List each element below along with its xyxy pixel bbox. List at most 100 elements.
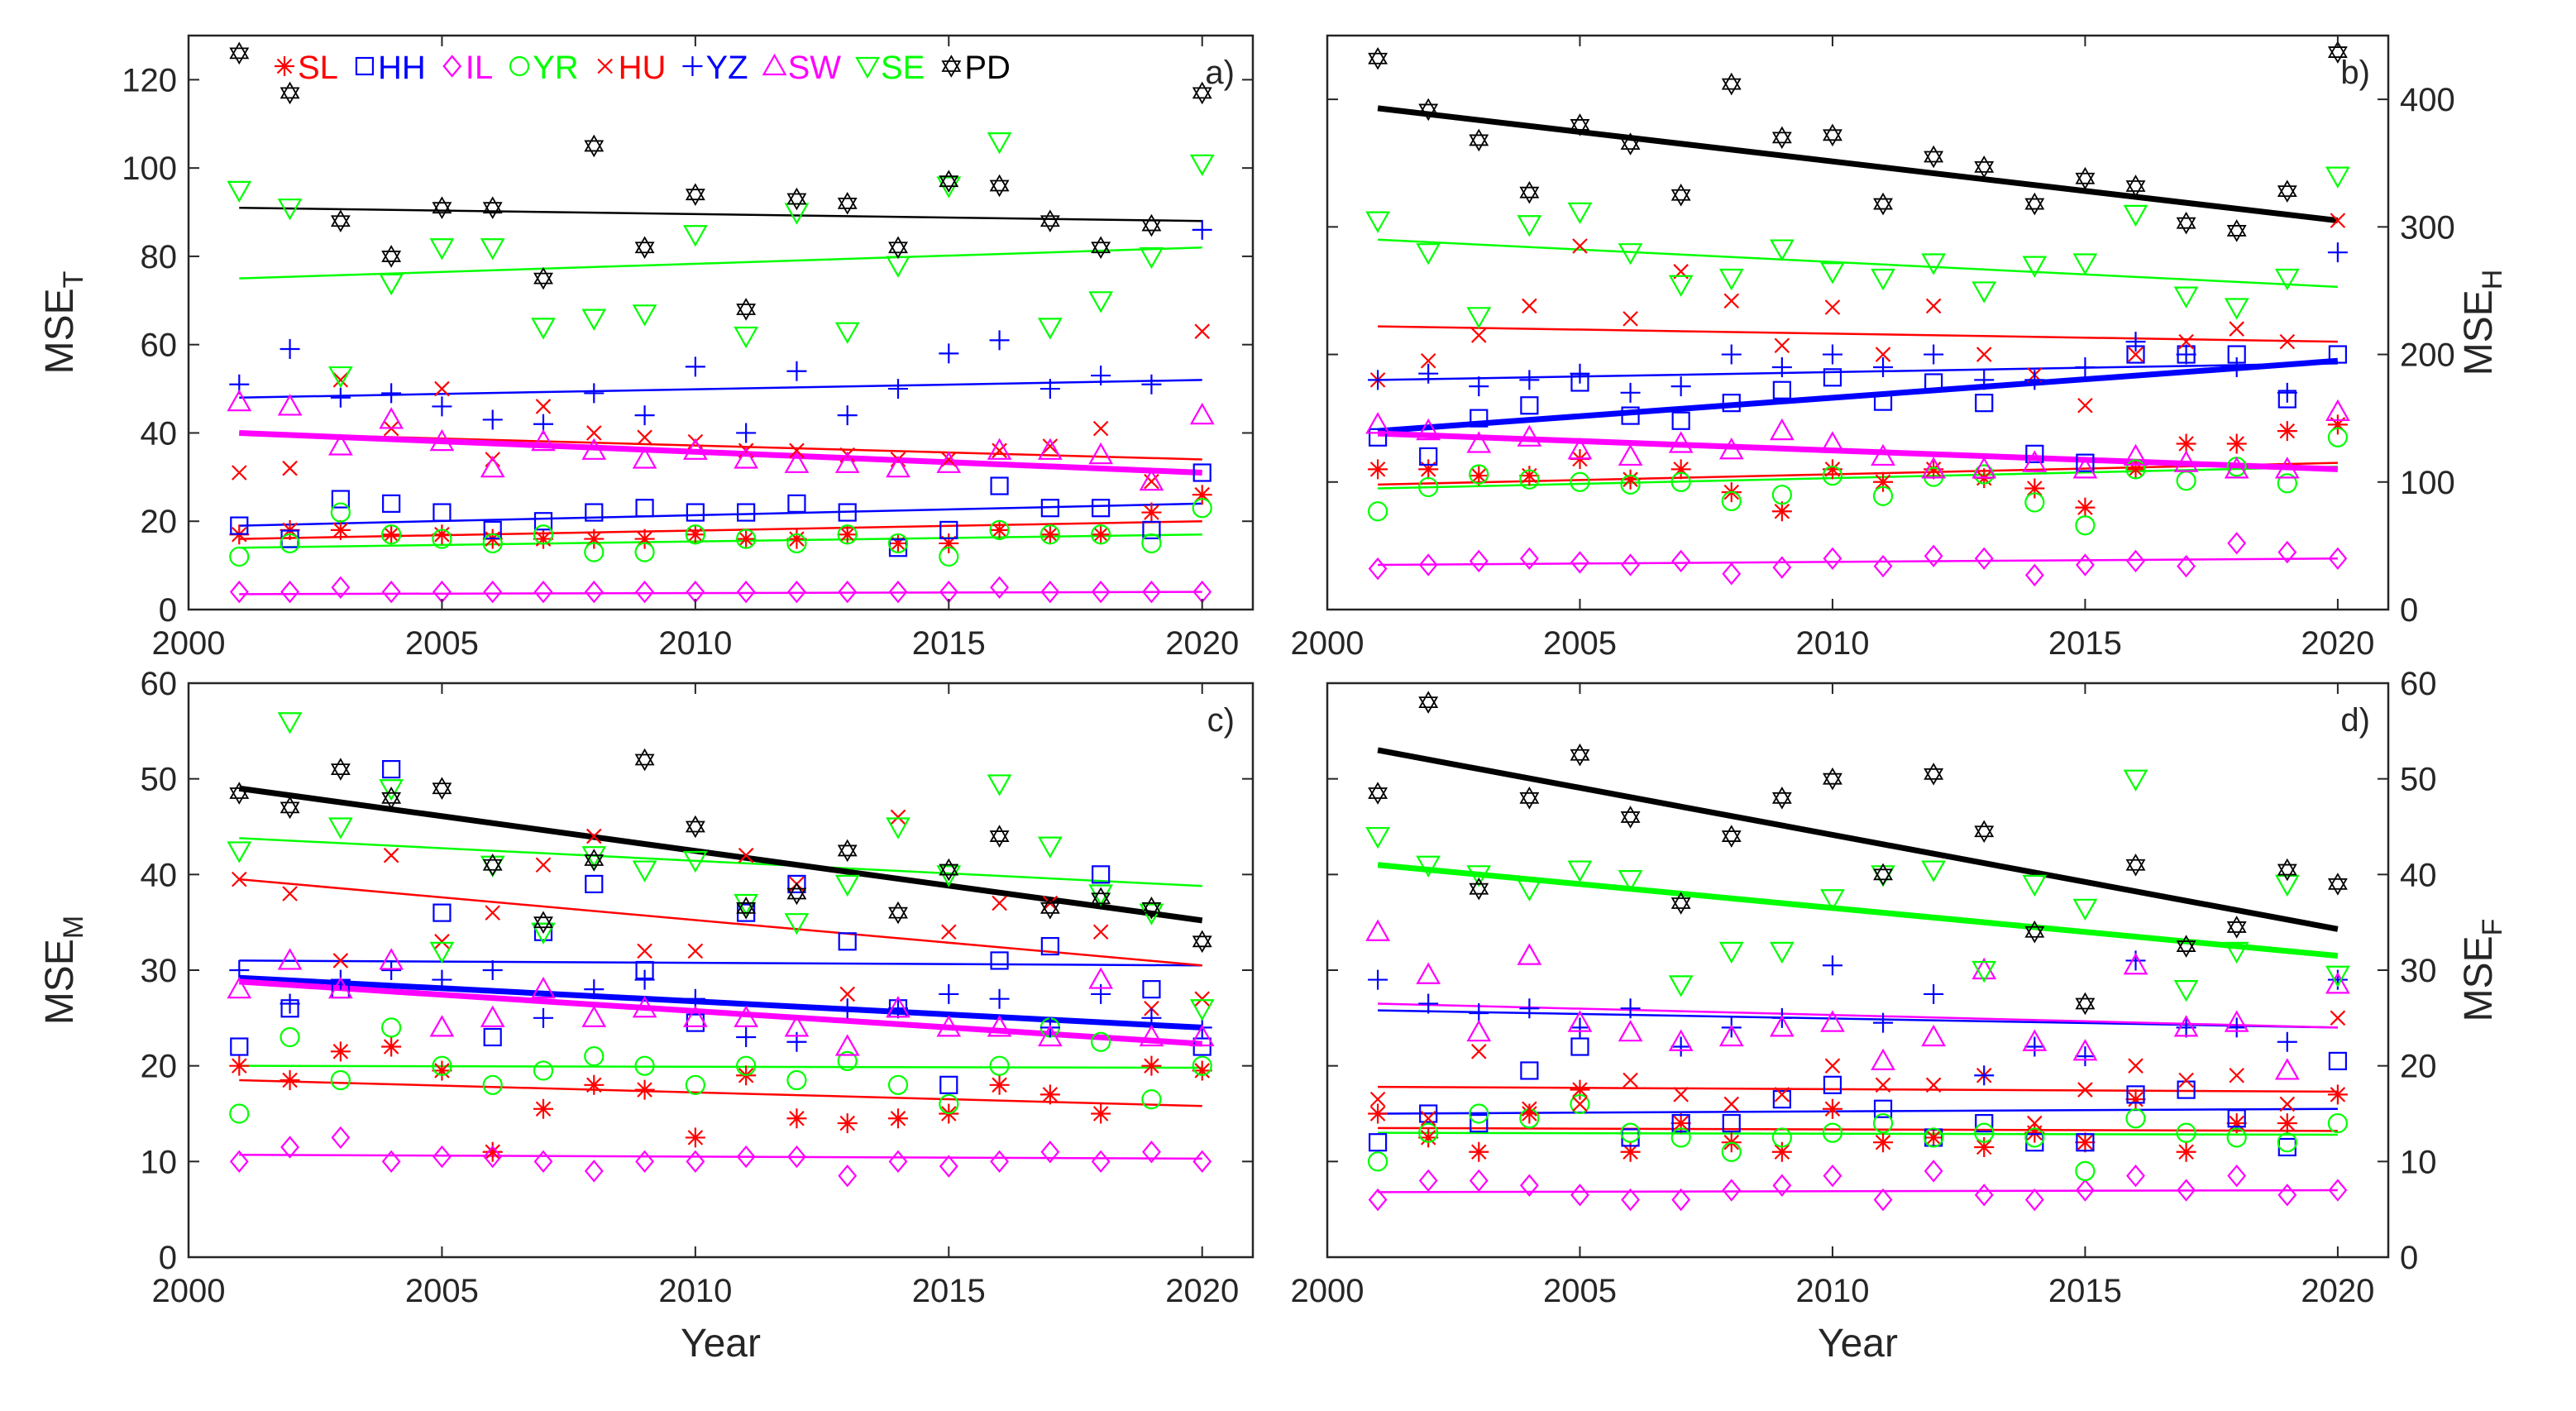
data-point-yr (1469, 464, 1489, 485)
data-point-yz (989, 988, 1010, 1009)
data-point-il (1823, 547, 1842, 571)
data-point-hh (1419, 447, 1438, 466)
data-point-il (635, 1150, 655, 1174)
data-point-hh (2177, 1080, 2196, 1099)
data-point-yz (1469, 376, 1489, 397)
data-point-sw (1416, 418, 1441, 441)
data-point-sw (1365, 919, 1390, 941)
data-point-se (936, 865, 962, 887)
data-point-pd (736, 897, 757, 920)
data-point-hu (2178, 333, 2194, 350)
data-point-il (1671, 1188, 1691, 1212)
data-point-se (1365, 826, 1390, 849)
series-sw (227, 389, 1215, 491)
data-point-se (2173, 980, 2199, 1002)
data-point-il (1671, 549, 1691, 573)
data-point-sw (1466, 431, 1492, 453)
data-point-pd (280, 81, 300, 105)
series-sw (1365, 919, 2350, 1080)
data-point-yr (1872, 485, 1894, 506)
data-point-pd (381, 786, 402, 810)
data-point-hu (1522, 298, 1537, 314)
data-point-se (734, 893, 759, 916)
data-point-il (786, 1145, 806, 1169)
legend-marker-hu (597, 58, 613, 74)
data-point-hh (1520, 1061, 1539, 1080)
y-tick-label: 200 (2400, 337, 2455, 374)
data-point-sl (1873, 471, 1894, 492)
data-point-pd (685, 183, 705, 206)
panel-b: 2000 2005 2010 2015 2020 0 100 200 300 400 MSEH b) (1291, 34, 2508, 662)
data-point-hh (483, 520, 502, 540)
data-point-se (429, 238, 455, 261)
data-point-il (2177, 1179, 2196, 1202)
trend-line-se (239, 837, 1202, 887)
data-point-sw (327, 976, 353, 999)
data-point-se (277, 712, 303, 734)
data-point-yr (584, 1045, 605, 1067)
data-point-hh (1823, 1075, 1842, 1094)
data-point-sw (1820, 431, 1845, 453)
data-point-sl (330, 1041, 351, 1062)
data-point-hu (1925, 1077, 1942, 1093)
data-point-sl (786, 529, 807, 549)
data-point-il (1570, 1184, 1589, 1207)
data-point-hh (787, 874, 806, 894)
series-yz (229, 219, 1212, 443)
data-point-il (1368, 557, 1388, 581)
data-point-hh (1192, 463, 1212, 482)
data-point-il (736, 1145, 756, 1169)
data-point-il (1873, 1188, 1893, 1212)
data-point-yz (2226, 1017, 2247, 1038)
data-point-se (581, 846, 607, 868)
data-point-sw (1517, 424, 1542, 447)
markers (1365, 691, 2350, 1212)
data-point-yr (1039, 524, 1060, 545)
data-point-hh (433, 903, 452, 922)
data-point-yr (1570, 471, 1590, 492)
data-point-sw (379, 948, 404, 970)
x-tick-label: 2000 (1291, 625, 1364, 662)
data-point-yz (1192, 219, 1212, 240)
data-point-sl (1368, 1103, 1388, 1124)
data-point-yr (634, 1055, 655, 1076)
data-point-se (886, 817, 910, 839)
data-point-sl (989, 519, 1010, 540)
panel-label: c) (1207, 702, 1235, 739)
data-point-hh (1368, 428, 1388, 447)
data-point-il (990, 1150, 1010, 1174)
data-point-hh (2076, 453, 2095, 472)
data-point-yz (1924, 344, 1944, 365)
data-point-sw (834, 451, 860, 473)
data-point-yr (432, 1055, 452, 1076)
data-point-sw (581, 438, 607, 460)
data-point-sw (2072, 457, 2098, 479)
data-point-pd (1368, 46, 1388, 70)
data-point-pd (2277, 858, 2297, 882)
data-point-pd (2075, 166, 2096, 190)
data-point-hu (1623, 1072, 1638, 1088)
data-point-se (1921, 253, 1947, 275)
legend-label-yz: YZ (705, 50, 748, 86)
data-point-sw (379, 407, 404, 429)
data-point-yz (2024, 1036, 2045, 1057)
data-point-hh (1772, 380, 1791, 399)
markers (1365, 41, 2350, 587)
data-point-pd (1620, 806, 1641, 829)
data-point-hu (1369, 1091, 1386, 1107)
data-point-yr (482, 533, 503, 554)
data-point-pd (432, 196, 452, 219)
trend-line-hu (1378, 325, 2338, 343)
data-point-sw (834, 1034, 860, 1056)
data-point-sl (1771, 1141, 1792, 1162)
x-tick-label: 2020 (1165, 625, 1239, 662)
data-point-pd (1519, 180, 1540, 204)
data-point-se (2072, 898, 2098, 921)
data-point-pd (1469, 877, 1489, 901)
data-point-sw (2325, 399, 2350, 422)
data-point-sl (1570, 1079, 1590, 1100)
series-yz (1368, 242, 2348, 403)
data-point-sl (786, 1108, 807, 1129)
data-point-yr (1872, 1112, 1894, 1134)
